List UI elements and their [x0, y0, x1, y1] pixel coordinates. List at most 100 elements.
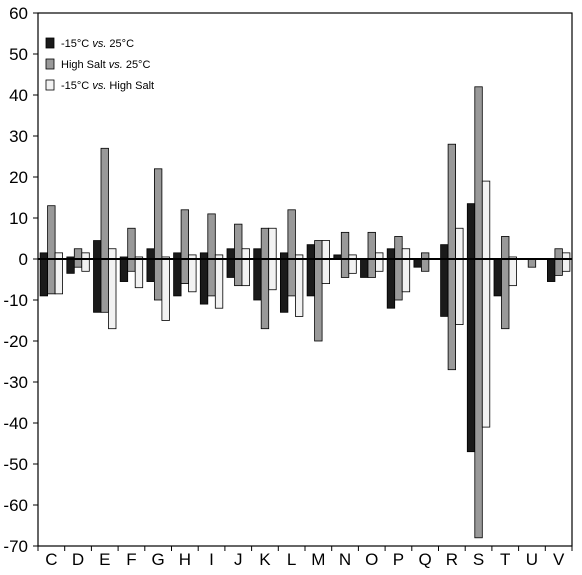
bar-P-series1-up [386, 248, 396, 260]
x-tick-label-I: I [209, 550, 214, 569]
bar-R-series1-down [440, 258, 449, 317]
x-tick-label-M: M [311, 550, 325, 569]
x-tick-label-C: C [45, 550, 57, 569]
x-tick-label-Q: Q [419, 550, 432, 569]
x-tick-label-N: N [339, 550, 351, 569]
bar-D-series2-down [73, 258, 83, 268]
bar-M-series1-down [306, 258, 316, 297]
bar-V-series2-down [554, 258, 563, 276]
bar-S-series2-up [474, 86, 483, 260]
x-tick-label-S: S [473, 550, 484, 569]
bar-V-series1-down [547, 258, 556, 282]
x-tick-label-D: D [72, 550, 84, 569]
bar-E-series2-down [100, 258, 109, 313]
bar-H-series2-up [180, 209, 190, 260]
bar-K-series2-up [260, 227, 270, 260]
bar-I-series2-down [207, 258, 216, 297]
bar-J-series3-up [241, 248, 250, 260]
x-tick-label-F: F [126, 550, 136, 569]
bar-N-series2-up [340, 231, 350, 260]
bar-E-series3-up [108, 248, 117, 260]
y-tick-label: -30 [3, 373, 28, 392]
bar-R-series2-up [447, 143, 457, 260]
y-tick-label: -70 [3, 537, 28, 556]
bar-M-series1-up [306, 244, 316, 260]
bar-J-series1-down [226, 258, 235, 278]
bar-N-series2-down [340, 258, 350, 278]
y-tick-label: -40 [3, 414, 28, 433]
bar-D-series3-down [81, 258, 90, 272]
legend-swatch-series2 [45, 58, 55, 70]
legend-label-series3: -15°C vs. High Salt [61, 80, 154, 92]
bar-M-series3-up [321, 240, 331, 260]
bar-S-series3-down [481, 258, 491, 428]
bar-M-series2-down [314, 258, 323, 342]
legend: -15°C vs. 25°C High Salt vs. 25°C -15°C vs… [45, 37, 154, 92]
bar-R-series2-down [447, 258, 457, 371]
legend-swatch-series3 [45, 79, 55, 91]
bar-S-series1-up [466, 203, 476, 260]
x-tick-label-P: P [393, 550, 404, 569]
bar-H-series1-down [173, 258, 182, 297]
bar-V-series2-up [554, 248, 563, 260]
bar-T-series2-up [501, 236, 510, 260]
bar-I-series3-down [214, 258, 224, 309]
bar-T-series2-down [501, 258, 510, 330]
bar-F-series1-down [119, 258, 129, 282]
x-tick-label-U: U [526, 550, 538, 569]
x-tick-label-O: O [365, 550, 378, 569]
bar-G-series1-up [146, 248, 155, 260]
bar-C-series2-down [47, 258, 56, 295]
bar-M-series3-down [321, 258, 331, 285]
y-tick-label: -60 [3, 496, 28, 515]
bar-L-series1-down [279, 258, 289, 313]
y-tick-label: -10 [3, 291, 28, 310]
bar-L-series2-up [287, 209, 296, 260]
bar-C-series3-down [54, 258, 63, 295]
y-tick-label: 0 [19, 250, 28, 269]
bar-P-series2-up [394, 236, 403, 260]
bar-J-series3-down [241, 258, 250, 287]
bar-R-series1-up [440, 244, 449, 260]
y-tick-label: -20 [3, 332, 28, 351]
bar-O-series2-down [367, 258, 376, 278]
bar-S-series3-up [481, 180, 491, 260]
x-tick-label-R: R [446, 550, 458, 569]
bar-P-series1-down [386, 258, 396, 309]
bar-R-series3-down [455, 258, 464, 325]
bar-O-series2-up [367, 231, 376, 260]
bar-G-series2-down [153, 258, 163, 301]
y-tick-label: -50 [3, 455, 28, 474]
bar-S-series1-down [466, 258, 476, 453]
bar-E-series3-down [108, 258, 117, 330]
bar-P-series3-down [401, 258, 411, 293]
bar-L-series3-down [294, 258, 304, 317]
bar-J-series2-down [234, 258, 243, 287]
y-tick-label: 10 [9, 209, 28, 228]
bar-K-series3-up [268, 227, 277, 260]
bar-F-series3-down [134, 258, 144, 289]
bar-N-series3-down [348, 258, 357, 274]
bar-K-series3-down [268, 258, 277, 291]
x-tick-label-J: J [234, 550, 243, 569]
bar-T-series1-down [493, 258, 502, 297]
y-tick-label: 40 [9, 86, 28, 105]
plot-border [37, 12, 573, 547]
bar-E-series1-up [93, 240, 102, 260]
bar-P-series3-up [401, 248, 411, 260]
bar-M-series2-up [314, 240, 323, 260]
bar-J-series2-up [234, 223, 243, 260]
y-tick-label: 20 [9, 168, 28, 187]
bar-E-series1-down [93, 258, 102, 313]
bar-G-series3-down [161, 258, 170, 321]
x-tick-label-H: H [179, 550, 191, 569]
bar-C-series1-down [39, 258, 48, 297]
bar-I-series2-up [207, 213, 216, 260]
y-tick-label: 30 [9, 127, 28, 146]
bar-P-series2-down [394, 258, 403, 301]
bar-I-series1-down [199, 258, 209, 305]
bar-G-series2-up [153, 168, 163, 260]
legend-label-series1: -15°C vs. 25°C [61, 38, 134, 50]
